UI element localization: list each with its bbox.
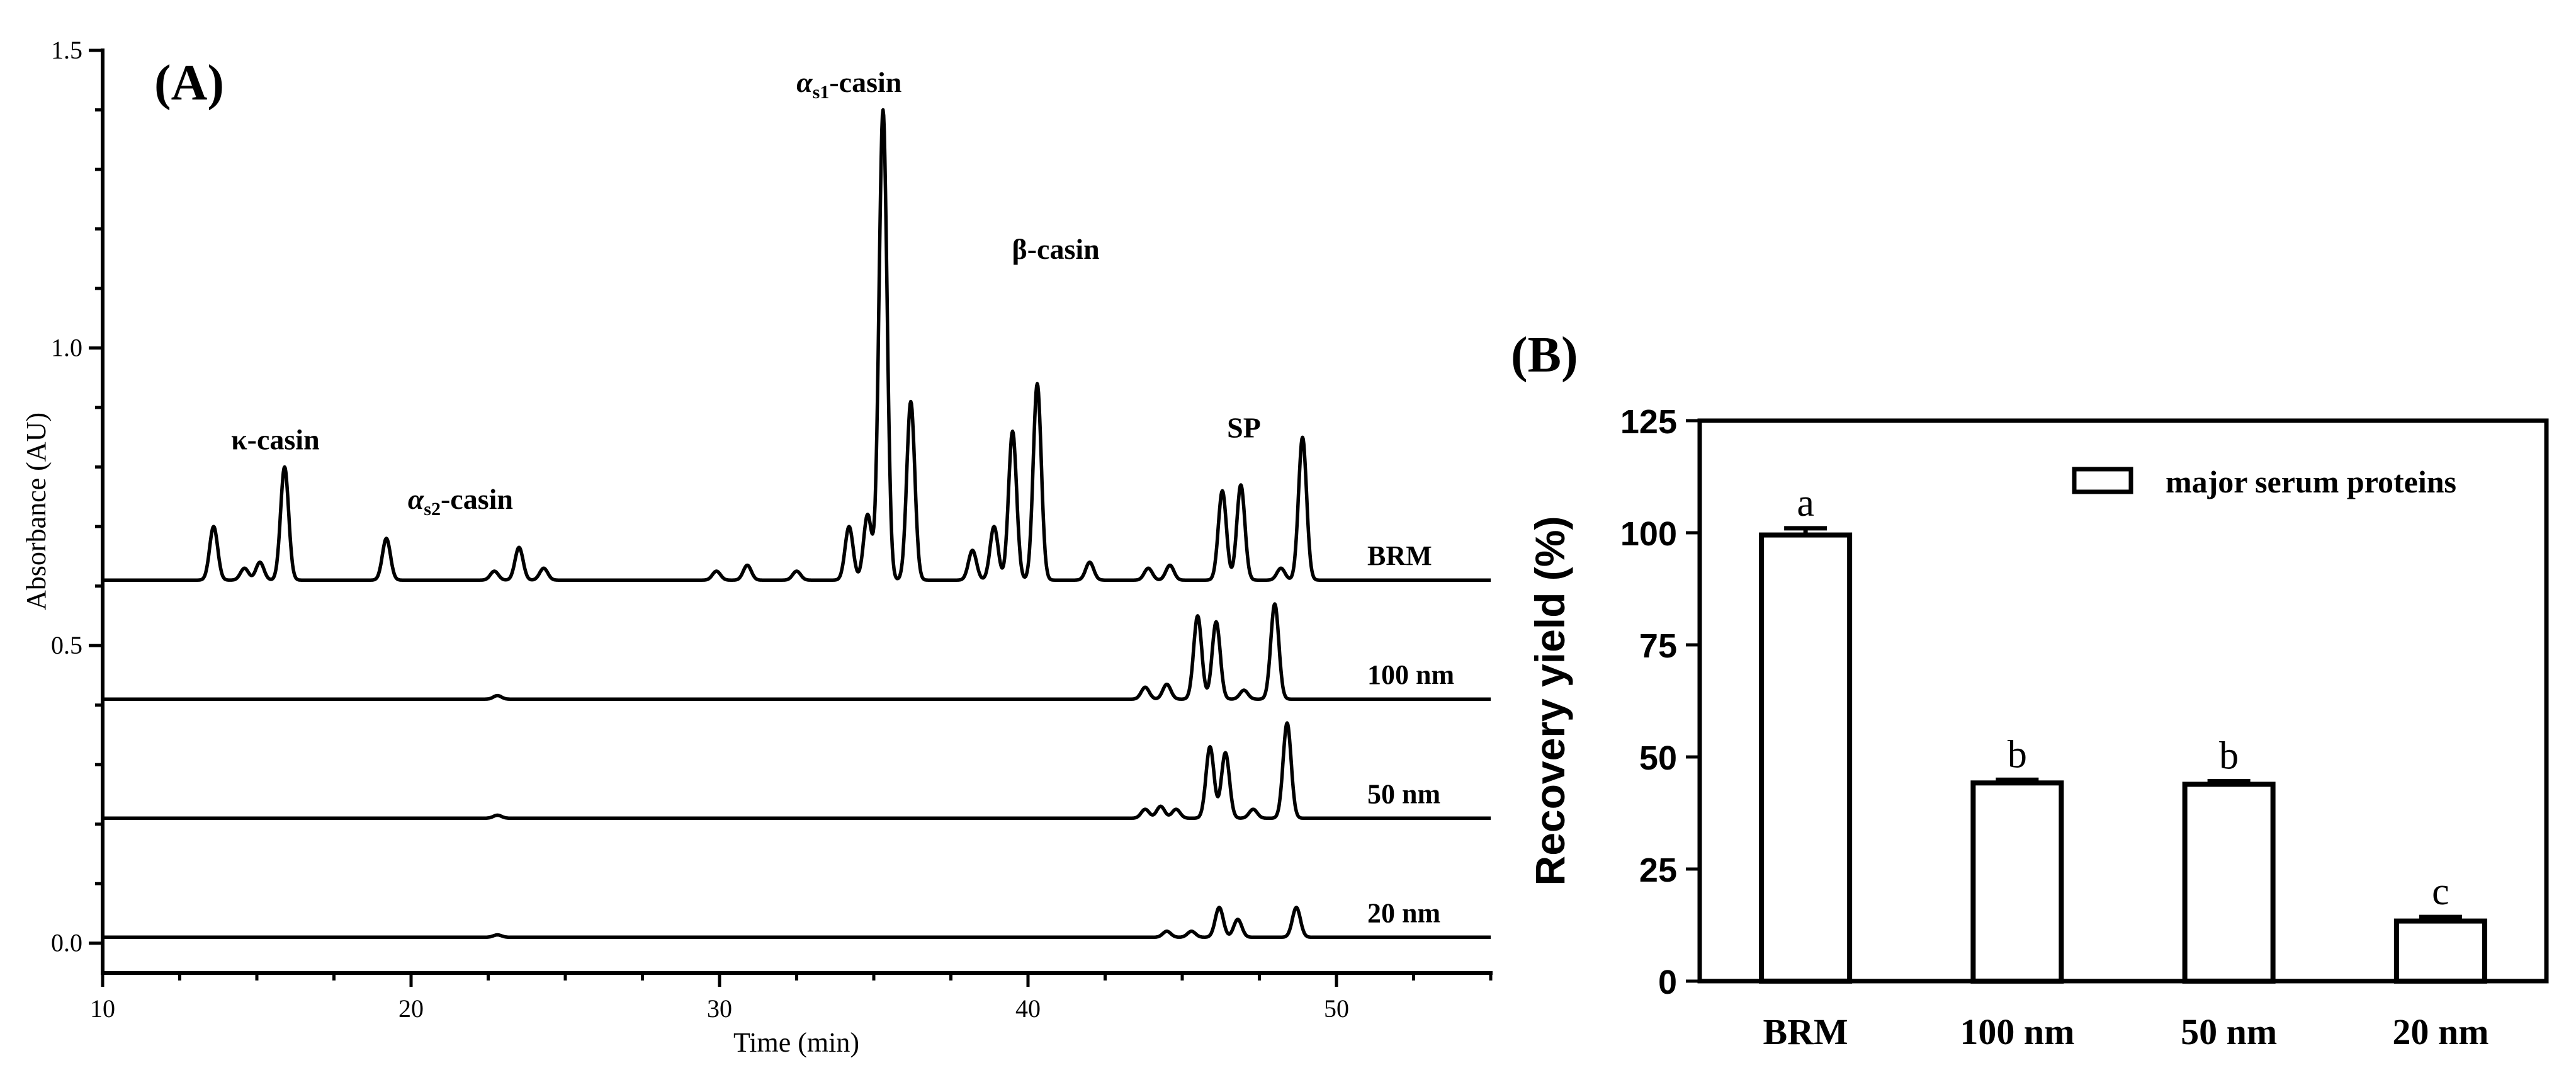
peak-annotation: αs1-casin xyxy=(796,66,901,103)
peak-annotation: β-casin xyxy=(1012,233,1099,265)
bar-y-tick-label: 100 xyxy=(1620,515,1677,553)
x-tick-label: 40 xyxy=(1015,994,1041,1023)
chromatogram-traces xyxy=(101,108,1492,940)
chromatogram-y-axis-title: Absorbance (AU) xyxy=(21,412,52,610)
significance-letter: c xyxy=(2432,870,2449,913)
bar-y-tick-label: 0 xyxy=(1658,963,1677,1001)
bar-ticks: 0 25 50 75 100 125 xyxy=(1620,403,1700,1001)
annotation-subscript: s1 xyxy=(813,82,830,103)
annotation-suffix: -casin xyxy=(441,483,513,515)
bar-brm xyxy=(1759,532,1853,984)
significance-letter: b xyxy=(2008,733,2027,776)
annotation-greek-letter: α xyxy=(796,66,813,98)
x-tick-label: 20 xyxy=(398,994,424,1023)
bar-y-tick-label: 50 xyxy=(1639,739,1677,777)
annotation-greek-letter: α xyxy=(408,483,425,515)
y-tick-label: 1.0 xyxy=(51,334,82,362)
chromatogram-ticks: 10 20 30 40 50 0.0 0.5 1.0 1.5 xyxy=(51,36,1493,1023)
bar-y-tick-label: 75 xyxy=(1639,627,1677,665)
x-tick-label: 50 xyxy=(1324,994,1349,1023)
trace-label: BRM xyxy=(1367,540,1432,571)
bar-20-nm xyxy=(2393,918,2487,984)
bar-100-nm xyxy=(1970,780,2064,984)
bar-y-tick-label: 25 xyxy=(1639,851,1677,889)
y-tick-label: 1.5 xyxy=(51,36,82,64)
chromatogram-panel: (A) 10 20 30 40 50 0.0 0.5 1.0 1.5 Time (min) Ab… xyxy=(21,36,1493,1058)
y-tick-label: 0.5 xyxy=(51,631,82,659)
bar-category-label: 100 nm xyxy=(1960,1011,2074,1052)
legend-label: major serum proteins xyxy=(2166,464,2456,499)
bar-y-axis-title: Recovery yield (%) xyxy=(1527,516,1573,886)
bar-category-label: 50 nm xyxy=(2181,1011,2277,1052)
annotation-suffix: -casin xyxy=(829,66,901,98)
trace-brm xyxy=(101,108,1492,582)
y-tick-label: 0.0 xyxy=(51,929,82,957)
annotation-subscript: s2 xyxy=(424,499,441,520)
bar-category-label: BRM xyxy=(1763,1011,1848,1052)
trace-label: 20 nm xyxy=(1367,897,1440,928)
trace-label: 50 nm xyxy=(1367,778,1440,809)
trace-20-nm xyxy=(101,906,1492,940)
peak-annotation: SP xyxy=(1227,411,1261,443)
significance-letter: a xyxy=(1797,482,1814,525)
bar-50-nm xyxy=(2182,782,2276,984)
panel-a-label: (A) xyxy=(154,55,224,111)
bar-legend: major serum proteins xyxy=(2072,464,2456,499)
trace-label: 100 nm xyxy=(1367,659,1454,690)
chromatogram-x-axis-title: Time (min) xyxy=(733,1027,859,1058)
peak-annotation: κ-casin xyxy=(231,423,320,455)
bar-plot-frame xyxy=(1697,418,2549,984)
panel-b-label: (B) xyxy=(1511,327,1578,383)
x-tick-label: 30 xyxy=(707,994,732,1023)
trace-50-nm xyxy=(101,721,1492,821)
peak-annotation: αs2-casin xyxy=(408,483,513,520)
bar-category-label: 20 nm xyxy=(2392,1011,2488,1052)
trace-100-nm xyxy=(101,602,1492,701)
recovery-bar-panel: (B) 0 25 50 75 100 125 Recovery yield (%) a BR… xyxy=(1511,327,2549,1052)
bar-y-tick-label: 125 xyxy=(1620,403,1677,441)
trace-labels: BRM 100 nm 50 nm 20 nm xyxy=(1367,540,1454,928)
bars: a BRM b 100 nm b 50 nm c 20 nm xyxy=(1759,482,2488,1052)
significance-letter: b xyxy=(2219,734,2239,777)
x-tick-label: 10 xyxy=(90,994,115,1023)
legend-swatch xyxy=(2072,467,2133,494)
